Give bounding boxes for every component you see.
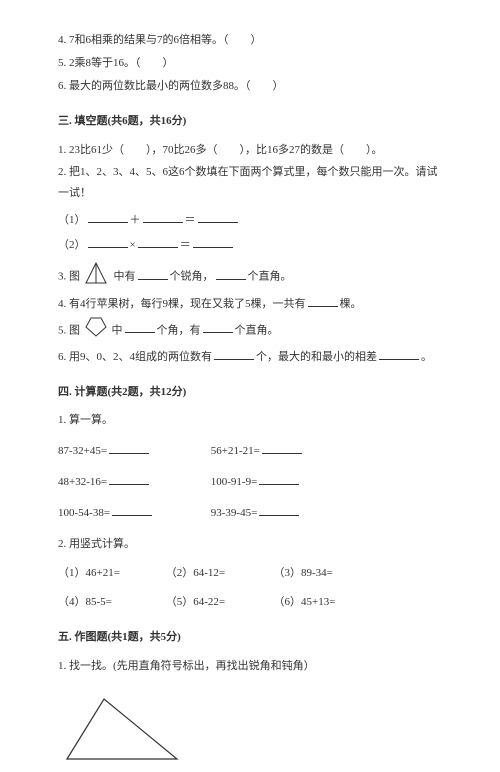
- calc-3b-blank: [259, 504, 299, 516]
- calc-row-2: 48+32-16= 100-91-9=: [58, 472, 442, 493]
- calc-1a-text: 87-32+45=: [58, 445, 107, 457]
- s3-q3-blank1: [138, 268, 168, 280]
- pre-q4: 4. 7和6相乘的结果与7的6倍相等。（ ）: [58, 30, 442, 51]
- section4-title: 四. 计算题(共2题，共12分): [58, 382, 442, 403]
- pre-q5: 5. 2乘8等于16。（ ）: [58, 53, 442, 74]
- calc-3a: 100-54-38=: [58, 503, 208, 524]
- vcalc-2: （2）64-12=: [166, 563, 271, 584]
- eq2-blank3: [193, 236, 233, 248]
- eq1-label: （1）: [58, 214, 86, 226]
- s3-q4: 4. 有4行苹果树，每行9棵，现在又栽了5棵，一共有 棵。: [58, 294, 442, 315]
- calc-3b-text: 93-39-45=: [211, 507, 258, 519]
- eq1-blank2: [143, 211, 183, 223]
- eq1-blank3: [198, 211, 238, 223]
- s3-q5-d: 个直角。: [235, 324, 279, 336]
- s3-q3-b: 中有: [114, 271, 136, 283]
- s3-q5: 5. 图 中 个角，有 个直角。: [58, 317, 442, 345]
- s3-q2-eq1: （1） ＋ ＝: [58, 210, 442, 231]
- big-triangle-figure: [62, 694, 442, 772]
- calc-2b: 100-91-9=: [211, 472, 361, 493]
- s3-q5-c: 个角，有: [157, 324, 201, 336]
- calc-2a-text: 48+32-16=: [58, 476, 107, 488]
- calc-1a: 87-32+45=: [58, 441, 208, 462]
- s3-q3-a: 3. 图: [58, 271, 80, 283]
- s3-q6-a: 6. 用9、0、2、4组成的两位数有: [58, 351, 212, 363]
- calc-2a: 48+32-16=: [58, 472, 208, 493]
- s4-q1: 1. 算一算。: [58, 410, 442, 431]
- vcalc-1: （1）46+21=: [58, 563, 163, 584]
- s3-q5-a: 5. 图: [58, 324, 80, 336]
- calc-3a-text: 100-54-38=: [58, 507, 110, 519]
- s3-q3-d: 个直角。: [248, 271, 292, 283]
- s3-q6-c: 。: [421, 351, 432, 363]
- eq2-times: ×: [130, 239, 136, 251]
- right-triangle-icon: [85, 262, 109, 292]
- s3-q3: 3. 图 中有 个锐角， 个直角。: [58, 262, 442, 292]
- eq2-blank2: [138, 236, 178, 248]
- s3-q5-blank2: [203, 321, 233, 333]
- calc-3b: 93-39-45=: [211, 503, 361, 524]
- eq2-label: （2）: [58, 239, 86, 251]
- calc-row-1: 87-32+45= 56+21-21=: [58, 441, 442, 462]
- s3-q6-b: 个，最大的和最小的相差: [256, 351, 377, 363]
- calc-2a-blank: [109, 473, 149, 485]
- section3-title: 三. 填空题(共6题，共16分): [58, 111, 442, 132]
- eq2-eq: ＝: [180, 239, 191, 251]
- calc-1b-blank: [262, 442, 302, 454]
- section5-title: 五. 作图题(共1题，共5分): [58, 627, 442, 648]
- s3-q6: 6. 用9、0、2、4组成的两位数有 个，最大的和最小的相差 。: [58, 347, 442, 368]
- eq1-eq: ＝: [185, 214, 196, 226]
- calc-2b-blank: [259, 473, 299, 485]
- s3-q5-blank1: [125, 321, 155, 333]
- s3-q6-blank2: [379, 348, 419, 360]
- calc-1b-text: 56+21-21=: [211, 445, 260, 457]
- pre-q6: 6. 最大的两位数比最小的两位数多88。（ ）: [58, 76, 442, 97]
- vcalc-row-1: （1）46+21= （2）64-12= （3）89-34=: [58, 563, 442, 584]
- vcalc-6: （6）45+13=: [274, 592, 379, 613]
- s3-q3-blank2: [216, 268, 246, 280]
- eq2-blank1: [88, 236, 128, 248]
- s3-q2-eq2: （2） × ＝: [58, 235, 442, 256]
- calc-2b-text: 100-91-9=: [211, 476, 258, 488]
- vcalc-5: （5）64-22=: [166, 592, 271, 613]
- calc-1b: 56+21-21=: [211, 441, 361, 462]
- pentagon-icon: [85, 317, 107, 345]
- vcalc-row-2: （4）85-5= （5）64-22= （6）45+13=: [58, 592, 442, 613]
- s3-q1: 1. 23比61少（ ），70比26多（ ），比16多27的数是（ ）。: [58, 140, 442, 161]
- vcalc-3: （3）89-34=: [274, 563, 379, 584]
- vcalc-4: （4）85-5=: [58, 592, 163, 613]
- s3-q6-blank1: [214, 348, 254, 360]
- s3-q4-blank: [308, 295, 338, 307]
- s5-q1: 1. 找一找。(先用直角符号标出，再找出锐角和钝角）: [58, 656, 442, 677]
- eq1-blank1: [88, 211, 128, 223]
- calc-1a-blank: [109, 442, 149, 454]
- eq1-plus: ＋: [130, 214, 141, 226]
- s3-q3-c: 个锐角，: [170, 271, 214, 283]
- calc-row-3: 100-54-38= 93-39-45=: [58, 503, 442, 524]
- s3-q4-a: 4. 有4行苹果树，每行9棵，现在又栽了5棵，一共有: [58, 298, 306, 310]
- s3-q2: 2. 把1、2、3、4、5、6这6个数填在下面两个算式里，每个数只能用一次。请试…: [58, 162, 442, 204]
- s3-q5-b: 中: [112, 324, 123, 336]
- s4-q2: 2. 用竖式计算。: [58, 534, 442, 555]
- s3-q4-b: 棵。: [340, 298, 362, 310]
- calc-3a-blank: [112, 504, 152, 516]
